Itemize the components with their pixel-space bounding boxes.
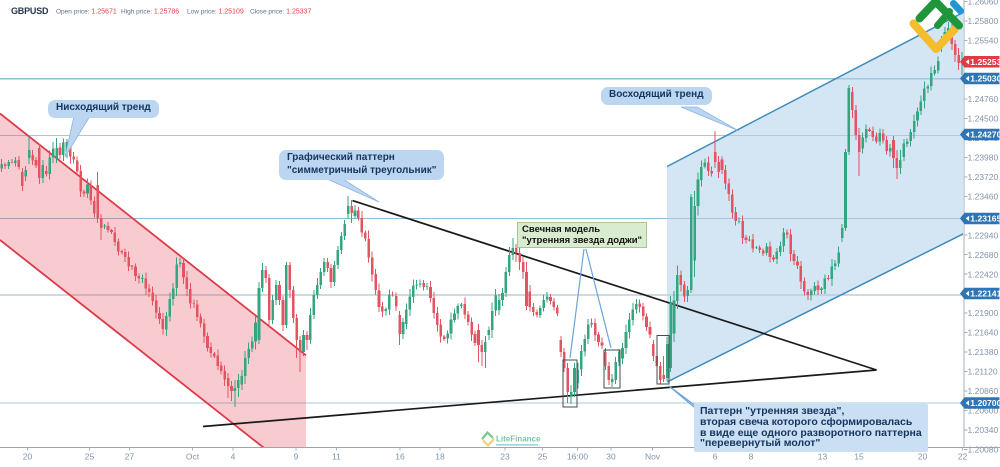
svg-text:1.24270: 1.24270 xyxy=(970,130,1000,140)
svg-text:23: 23 xyxy=(500,452,510,462)
svg-text:1.20860: 1.20860 xyxy=(968,386,999,396)
svg-text:Low price: 1.25109: Low price: 1.25109 xyxy=(187,9,244,16)
svg-text:1.21380: 1.21380 xyxy=(968,347,999,357)
svg-text:6: 6 xyxy=(713,452,718,462)
svg-text:1.22141: 1.22141 xyxy=(970,289,1000,299)
svg-text:13: 13 xyxy=(818,452,828,462)
svg-text:1.25540: 1.25540 xyxy=(968,36,999,46)
svg-text:25: 25 xyxy=(85,452,95,462)
svg-text:25: 25 xyxy=(538,452,548,462)
svg-text:16:00: 16:00 xyxy=(567,452,589,462)
svg-text:16: 16 xyxy=(395,452,405,462)
svg-text:4: 4 xyxy=(231,452,236,462)
svg-text:1.25030: 1.25030 xyxy=(970,74,1000,84)
svg-text:27: 27 xyxy=(125,452,135,462)
svg-text:9: 9 xyxy=(294,452,299,462)
svg-text:1.21120: 1.21120 xyxy=(968,367,998,377)
svg-text:20: 20 xyxy=(918,452,928,462)
svg-text:1.25253: 1.25253 xyxy=(970,57,1000,67)
svg-text:1.22420: 1.22420 xyxy=(968,269,999,279)
svg-text:High price: 1.25786: High price: 1.25786 xyxy=(121,9,179,16)
svg-text:22: 22 xyxy=(958,452,968,462)
svg-text:20: 20 xyxy=(23,452,33,462)
svg-text:1.22940: 1.22940 xyxy=(968,230,999,240)
svg-text:1.23980: 1.23980 xyxy=(968,152,999,162)
svg-text:LiteFinance: LiteFinance xyxy=(496,435,541,444)
svg-text:1.22680: 1.22680 xyxy=(968,250,999,260)
svg-text:1.21640: 1.21640 xyxy=(968,328,999,338)
svg-text:1.26060: 1.26060 xyxy=(968,0,999,7)
svg-text:18: 18 xyxy=(435,452,445,462)
svg-text:1.24760: 1.24760 xyxy=(968,94,999,104)
svg-text:11: 11 xyxy=(332,452,341,462)
svg-text:8: 8 xyxy=(749,452,754,462)
svg-text:15: 15 xyxy=(854,452,864,462)
svg-text:1.25800: 1.25800 xyxy=(968,16,999,26)
svg-text:1.23720: 1.23720 xyxy=(968,172,999,182)
svg-text:1.24500: 1.24500 xyxy=(968,114,999,124)
svg-text:1.20600: 1.20600 xyxy=(968,406,999,416)
svg-text:1.20080: 1.20080 xyxy=(968,445,999,455)
svg-text:1.21900: 1.21900 xyxy=(968,308,999,318)
svg-text:Open price: 1.25671: Open price: 1.25671 xyxy=(56,9,117,16)
svg-text:GBPUSD: GBPUSD xyxy=(11,6,49,16)
svg-text:1.23460: 1.23460 xyxy=(968,191,999,201)
svg-text:Nov: Nov xyxy=(645,452,661,462)
svg-text:1.20700: 1.20700 xyxy=(970,398,1000,408)
svg-text:30: 30 xyxy=(606,452,616,462)
svg-text:Oct: Oct xyxy=(186,452,200,462)
svg-text:Close price: 1.25337: Close price: 1.25337 xyxy=(250,9,312,16)
svg-text:1.20340: 1.20340 xyxy=(968,425,999,435)
svg-text:1.23165: 1.23165 xyxy=(970,214,1000,224)
